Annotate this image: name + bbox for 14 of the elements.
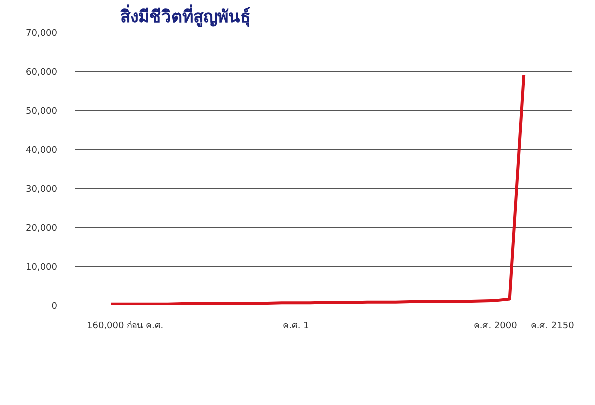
y-tick-label: 20,000 (26, 224, 58, 234)
y-tick-label: 60,000 (26, 68, 58, 78)
x-tick-label: ค.ศ. 1 (283, 322, 310, 332)
y-tick-label: 10,000 (26, 263, 58, 273)
y-tick-label: 40,000 (26, 146, 58, 156)
y-tick-label: 70,000 (26, 29, 58, 39)
x-tick-label: ค.ศ. 2000 (474, 322, 518, 332)
y-tick-label: 30,000 (26, 185, 58, 195)
line-series (110, 74, 526, 306)
y-tick-label: 50,000 (26, 107, 58, 117)
x-tick-label: ค.ศ. 2150 (530, 322, 575, 332)
y-tick-label: 0 (52, 302, 58, 312)
x-tick-label: 160,000 ก่อน ค.ศ. (87, 322, 164, 332)
chart-title: สิ่งมีชีวิตที่สูญพันธุ์ (120, 4, 250, 28)
